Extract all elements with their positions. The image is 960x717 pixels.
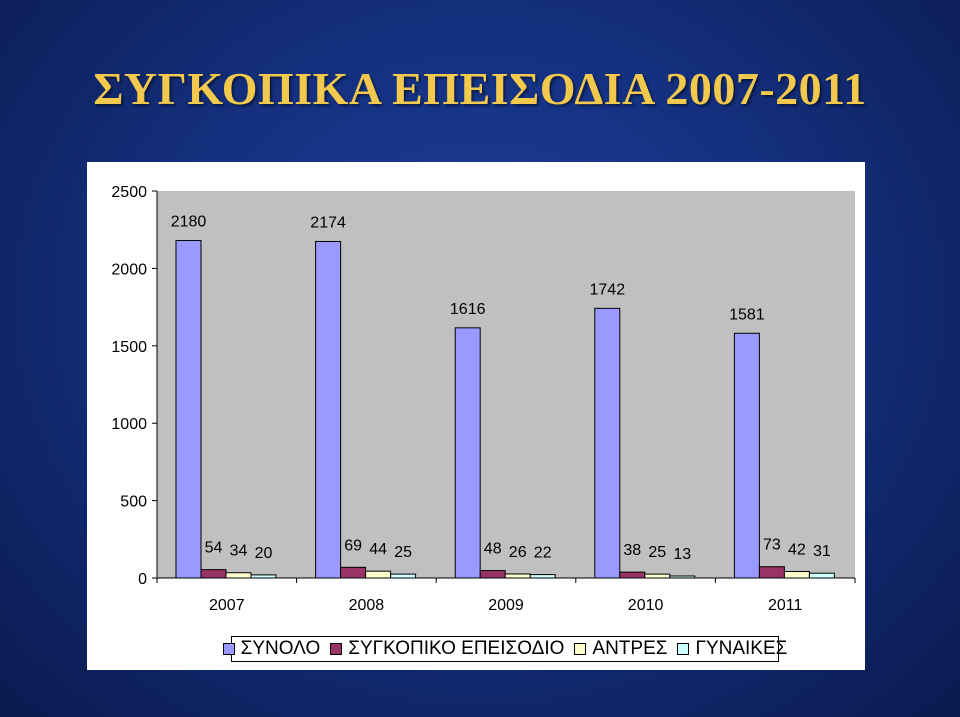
data-label: 73: [763, 537, 781, 554]
data-label: 42: [788, 541, 806, 558]
data-label: 20: [255, 545, 273, 562]
bar: [175, 240, 202, 579]
y-tick-label: 1500: [111, 339, 147, 356]
bar: [783, 570, 810, 579]
chart-panel: 0 500 1000 1500 2000 2500 2180 54 34 20 2007 2174 69…: [87, 162, 865, 670]
bar: [594, 307, 621, 579]
data-label: 25: [394, 544, 412, 561]
bar: [619, 571, 646, 579]
bar-chart: 0 500 1000 1500 2000 2500 2180 54 34 20 2007 2174 69…: [111, 184, 856, 614]
legend-swatch: [677, 643, 690, 655]
slide-title: ΣΥΓΚΟΠΙΚΑ ΕΠΕΙΣΟΔΙΑ 2007-2011: [93, 63, 867, 114]
legend-entry: ΓΥΝΑΙΚΕΣ: [677, 638, 787, 660]
data-label: 1581: [729, 306, 765, 323]
legend-label: ΓΥΝΑΙΚΕΣ: [695, 638, 788, 659]
data-label: 26: [509, 544, 527, 561]
data-label: 54: [205, 540, 223, 557]
data-label: 31: [813, 543, 831, 560]
data-label: 34: [230, 543, 248, 560]
legend-entry: ΑΝΤΡΕΣ: [574, 638, 667, 660]
data-label: 25: [648, 544, 666, 561]
bar: [200, 569, 227, 579]
bar: [390, 573, 417, 579]
data-label: 2174: [310, 214, 346, 231]
x-tick-label: 2010: [628, 597, 664, 614]
legend-entry: ΣΥΓΚΟΠΙΚΟ ΕΠΕΙΣΟΔΙΟ: [330, 638, 564, 660]
bar: [504, 573, 531, 579]
data-label: 1616: [450, 301, 486, 318]
bar: [808, 572, 835, 579]
y-tick-label: 2000: [111, 261, 147, 278]
legend-swatch: [574, 643, 587, 655]
legend-label: ΣΥΝΟΛΟ: [240, 638, 321, 659]
y-tick-label: 500: [120, 494, 147, 511]
legend-label: ΣΥΓΚΟΠΙΚΟ ΕΠΕΙΣΟΔΙΟ: [348, 638, 565, 659]
chart-legend: ΣΥΝΟΛΟ ΣΥΓΚΟΠΙΚΟ ΕΠΕΙΣΟΔΙΟ ΑΝΤΡΕΣ ΓΥΝΑΙΚΕΣ: [222, 636, 787, 662]
x-tick-label: 2009: [488, 597, 524, 614]
data-label: 13: [673, 546, 691, 563]
bar: [733, 332, 760, 579]
data-label: 2180: [171, 214, 207, 231]
legend-label: ΑΝΤΡΕΣ: [592, 638, 668, 659]
data-label: 22: [534, 545, 552, 562]
y-tick-label: 1000: [111, 416, 147, 433]
legend-swatch: [222, 643, 235, 655]
data-label: 44: [369, 541, 387, 558]
legend-swatch: [330, 643, 343, 655]
bar: [340, 566, 367, 579]
legend-entry: ΣΥΝΟΛΟ: [222, 638, 321, 660]
x-tick-label: 2007: [209, 597, 245, 614]
y-tick-label: 0: [138, 571, 147, 588]
x-tick-label: 2011: [768, 597, 803, 614]
bar: [225, 572, 252, 579]
data-label: 38: [623, 542, 641, 559]
data-label: 1742: [590, 281, 626, 298]
bar: [365, 570, 392, 579]
bar: [315, 240, 342, 579]
y-tick-label: 2500: [111, 184, 147, 201]
data-label: 48: [484, 541, 502, 558]
bar: [479, 570, 506, 579]
x-tick-label: 2008: [349, 597, 385, 614]
bar: [758, 566, 785, 579]
bar: [454, 327, 481, 579]
data-label: 69: [344, 537, 362, 554]
bar: [529, 574, 556, 579]
bar: [644, 573, 671, 579]
